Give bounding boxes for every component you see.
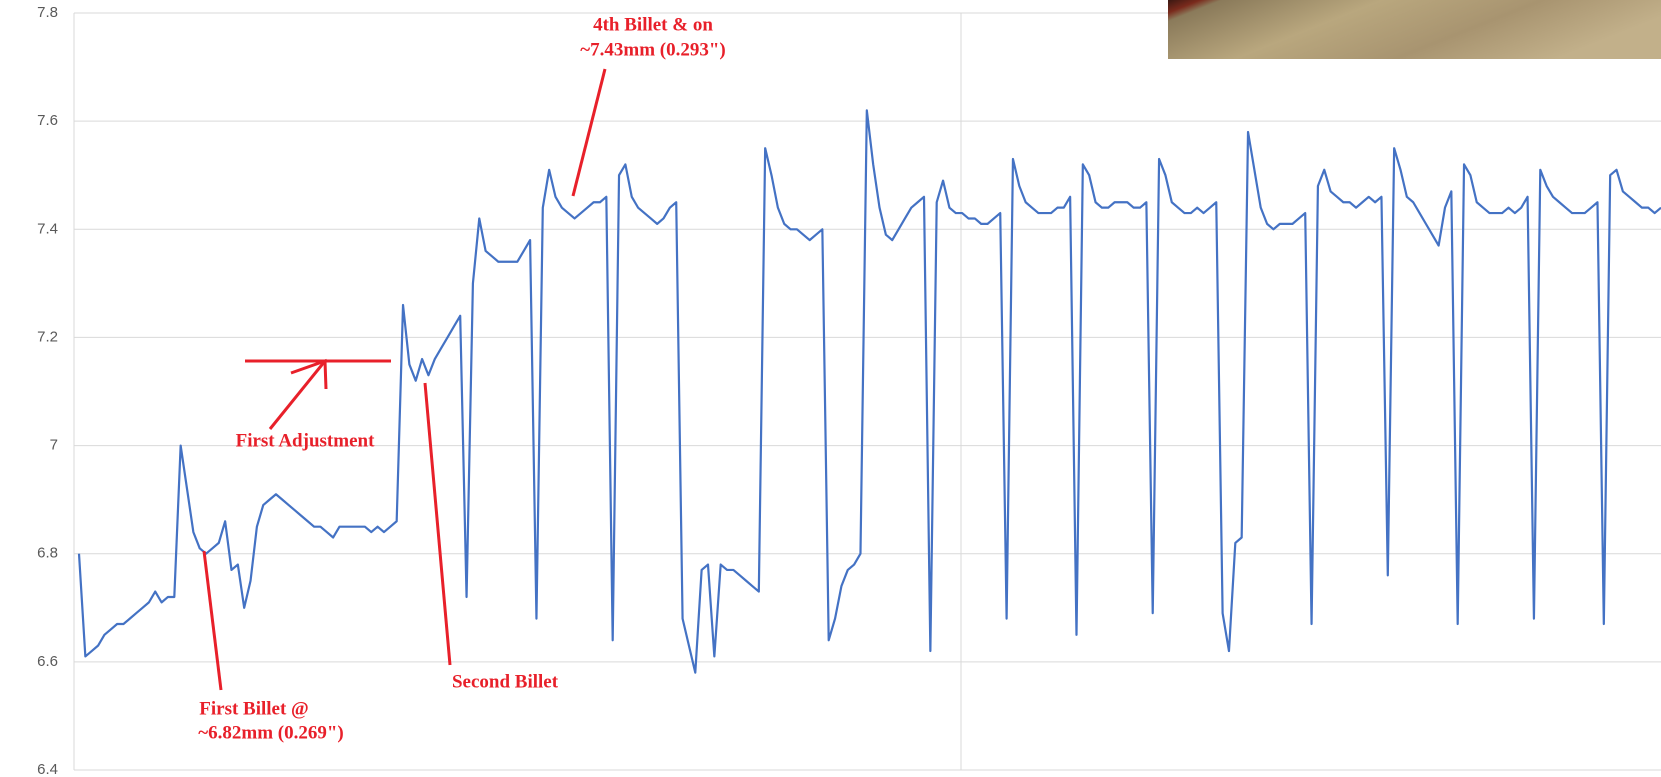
page: {"chart_data": {"type": "line", "color":… [0, 0, 1661, 777]
y-tick-label: 6.4 [37, 761, 58, 777]
data-line [79, 110, 1661, 672]
photo-inset [1168, 0, 1661, 59]
pointer-line [204, 551, 221, 690]
annotation: First Adjustment [236, 430, 375, 451]
y-tick-label: 7.8 [37, 4, 58, 21]
y-tick-label: 7 [50, 437, 58, 454]
annotation: 4th Billet & on [593, 14, 713, 35]
y-tick-label: 6.6 [37, 653, 58, 670]
y-tick-label: 7.2 [37, 328, 58, 345]
plot [79, 110, 1661, 672]
pointer-line [573, 69, 605, 196]
y-tick-label: 6.8 [37, 545, 58, 562]
annotation: ~7.43mm (0.293") [580, 39, 726, 60]
grid: 6.4 6.6 6.8 7 7.2 7.4 7.6 7.8 [37, 4, 1661, 777]
chart: 6.4 6.6 6.8 7 7.2 7.4 7.6 7.8 4th Billet & on ~… [0, 0, 1661, 777]
y-tick-label: 7.6 [37, 112, 58, 129]
annotation: Second Billet [452, 671, 559, 692]
annotation: First Billet @ [199, 698, 308, 719]
pointer-line [425, 383, 450, 665]
annotation: ~6.82mm (0.269") [198, 722, 344, 743]
y-tick-label: 7.4 [37, 220, 58, 237]
